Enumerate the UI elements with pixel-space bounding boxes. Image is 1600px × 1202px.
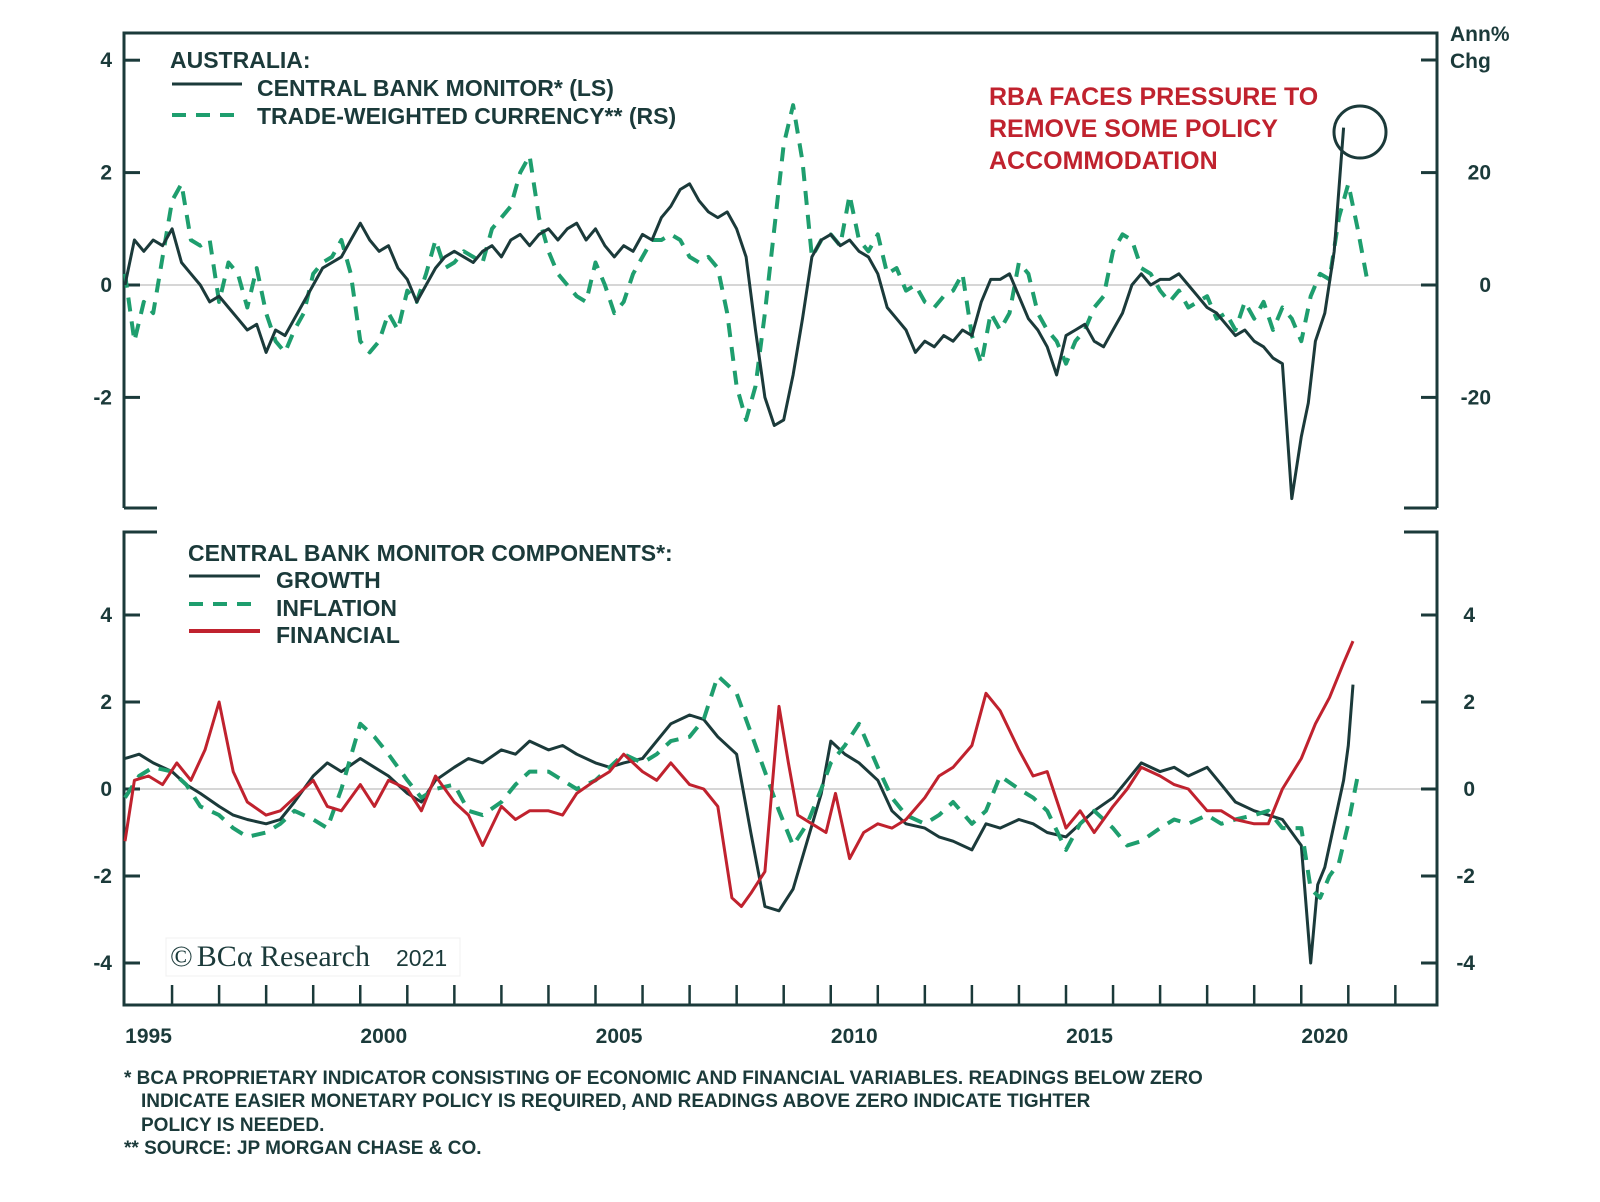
bottom-right-y-ticks: 4 2 0 -2 -4: [1421, 604, 1475, 975]
copyright-year: 2021: [396, 945, 447, 971]
y-tick-label-right: 20: [1468, 162, 1491, 185]
footnote-line3: POLICY IS NEEDED.: [141, 1115, 324, 1136]
series-growth: [124, 684, 1355, 965]
y-tick-label-left: 4: [100, 604, 112, 627]
right-axis-title-line1: Ann%: [1450, 23, 1510, 46]
bottom-panel: 4 2 0 -2 -4 4 2 0 -2 -4 CENTRAL BANK MONITOR COM…: [93, 530, 1475, 1007]
y-tick-label-left: 0: [100, 778, 112, 801]
footnote-line1: * BCA PROPRIETARY INDICATOR CONSISTING O…: [124, 1068, 1203, 1089]
y-tick-label-right: 4: [1463, 604, 1475, 627]
top-left-y-ticks: 4 2 0 -2: [93, 49, 140, 409]
bottom-panel-frame: [122, 530, 1439, 1007]
legend-financial-label: FINANCIAL: [276, 622, 400, 648]
y-tick-label-right: 2: [1463, 691, 1475, 714]
annotation-line1: RBA FACES PRESSURE TO: [989, 83, 1318, 111]
y-tick-label-left: -2: [93, 865, 112, 888]
x-tick-label: 2015: [1066, 1025, 1113, 1048]
y-tick-label-left: 0: [100, 274, 112, 297]
legend-bottom-title: CENTRAL BANK MONITOR COMPONENTS*:: [188, 540, 673, 566]
y-tick-label-right: -4: [1456, 952, 1475, 975]
legend-inflation-label: INFLATION: [276, 595, 397, 621]
x-tick-labels: 1995 2000 2005 2010 2015 2020: [125, 1025, 1348, 1048]
annotation-line2: REMOVE SOME POLICY: [989, 115, 1278, 143]
legend-top-title: AUSTRALIA:: [170, 47, 311, 73]
top-panel-frame: [122, 31, 1439, 508]
copyright-brand-name: BCα Research: [197, 940, 370, 973]
y-tick-label-right: -2: [1456, 865, 1475, 888]
series-central-bank-monitor: [123, 127, 1346, 501]
annotation-circle: [1332, 104, 1388, 160]
footnotes: * BCA PROPRIETARY INDICATOR CONSISTING O…: [124, 1068, 1203, 1159]
top-panel: 420-2 200-20 Ann% Chg AUSTRALIA: CENTRAL…: [93, 23, 1510, 510]
legend-currency-label: TRADE-WEIGHTED CURRENCY** (RS): [257, 103, 676, 129]
bottom-series-group: [123, 640, 1360, 965]
y-tick-label-right: 0: [1479, 274, 1491, 297]
bottom-left-y-ticks: 4 2 0 -2 -4: [93, 604, 140, 975]
series-trade-weighted-currency: [123, 103, 1370, 422]
copyright-box: [165, 937, 461, 977]
y-tick-label-left: -4: [93, 952, 112, 975]
right-axis-title-line2: Chg: [1450, 50, 1491, 73]
x-tick-label: 2000: [360, 1025, 407, 1048]
x-tick-label: 1995: [125, 1025, 172, 1048]
copyright-brand: © BCα Research: [170, 940, 370, 973]
copyright-symbol: ©: [170, 940, 193, 973]
y-tick-label-right: 0: [1463, 778, 1475, 801]
legend-monitor-label: CENTRAL BANK MONITOR* (LS): [257, 75, 614, 101]
x-tick-label: 2020: [1301, 1025, 1348, 1048]
top-right-y-ticks: 20 0 -20: [1421, 58, 1491, 409]
annotation-line3: ACCOMMODATION: [989, 147, 1218, 175]
y-tick-label-left: -2: [93, 386, 112, 409]
y-tick-label-left: 4: [100, 49, 112, 72]
legend-growth-label: GROWTH: [276, 567, 381, 593]
y-tick-label-right: -20: [1461, 386, 1491, 409]
top-series-group: [123, 103, 1370, 501]
y-tick-label-left: 2: [100, 691, 112, 714]
x-tick-label: 2010: [831, 1025, 878, 1048]
x-ticks: [170, 985, 1397, 1005]
footnote-line2: INDICATE EASIER MONETARY POLICY IS REQUI…: [141, 1091, 1091, 1112]
x-tick-label: 2005: [596, 1025, 643, 1048]
series-financial: [123, 640, 1355, 908]
series-inflation: [123, 673, 1360, 900]
footnote-line4: ** SOURCE: JP MORGAN CHASE & CO.: [124, 1138, 482, 1159]
y-tick-label-left: 2: [100, 162, 112, 185]
